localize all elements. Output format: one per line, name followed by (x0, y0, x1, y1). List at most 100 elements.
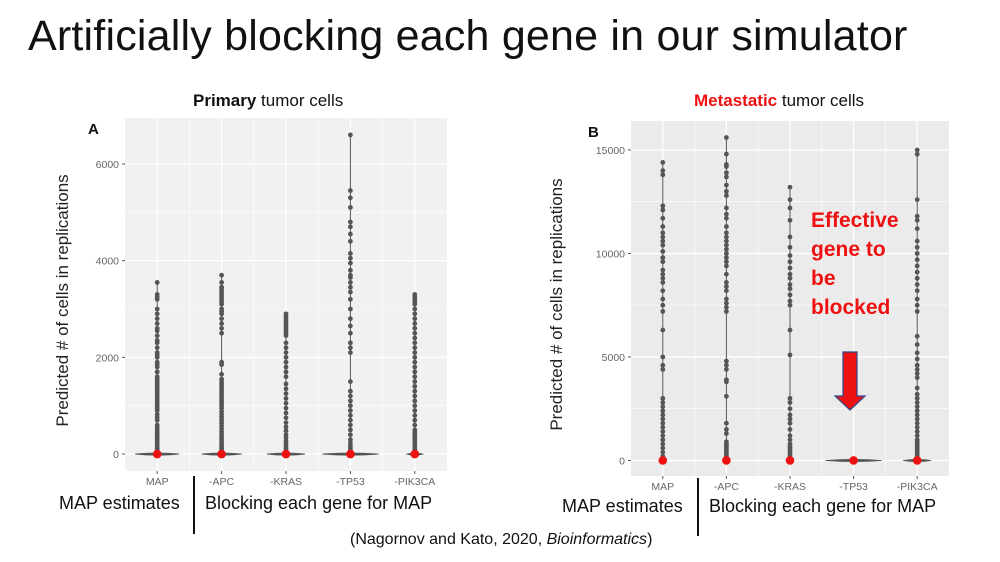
data-point (283, 350, 289, 355)
median-point (281, 449, 291, 459)
data-point (660, 215, 666, 221)
data-point (348, 306, 353, 312)
data-point (724, 304, 729, 310)
data-point (724, 170, 729, 176)
data-point (724, 377, 729, 383)
data-point (283, 424, 289, 430)
y-tick-label: 5000 (602, 352, 626, 364)
citation-journal: Bioinformatics (546, 531, 648, 548)
data-point (914, 263, 920, 269)
data-point (412, 412, 418, 418)
data-point (724, 309, 729, 314)
data-point (348, 267, 353, 273)
data-point (787, 205, 793, 211)
data-point (154, 280, 160, 285)
data-point (914, 282, 920, 287)
data-point (219, 280, 225, 285)
median-point (849, 456, 858, 465)
series-pik3ca (903, 147, 932, 465)
data-point (914, 433, 920, 439)
data-point (914, 412, 920, 418)
data-point (724, 215, 729, 221)
data-point (412, 427, 418, 433)
data-point (660, 230, 666, 236)
data-point (660, 242, 666, 248)
data-point (348, 437, 353, 442)
data-point (787, 217, 793, 223)
data-point (724, 366, 729, 372)
y-tick-label: 4000 (96, 256, 120, 268)
data-point (724, 251, 729, 256)
data-point (660, 234, 666, 240)
panel-b-divider (697, 478, 699, 536)
series-tp53 (322, 132, 379, 459)
panel-b-blocking-label: Blocking each gene for MAP (709, 496, 937, 516)
median-point (658, 456, 668, 465)
effective-gene-annotation: Effective gene to be blocked (811, 206, 899, 322)
data-point (283, 410, 289, 416)
data-point (154, 345, 160, 351)
data-point (348, 219, 353, 225)
data-point (660, 309, 666, 314)
data-point (914, 342, 920, 347)
median-point (785, 456, 795, 465)
data-point (724, 288, 729, 294)
data-point (724, 300, 729, 306)
data-point (219, 359, 225, 365)
panel-b-title-rest: tumor cells (777, 91, 865, 110)
x-tick-label: MAP (651, 481, 674, 493)
data-point (660, 203, 666, 209)
data-point (660, 412, 666, 418)
data-point (412, 345, 418, 351)
data-point (154, 316, 160, 322)
data-point (787, 265, 793, 271)
y-tick-label: 0 (619, 455, 625, 467)
data-point (348, 393, 353, 399)
data-point (724, 271, 729, 277)
data-point (914, 226, 920, 232)
data-point (412, 388, 418, 394)
data-point (660, 354, 666, 360)
panel-a-title-rest: tumor cells (256, 91, 344, 110)
data-point (348, 132, 353, 138)
data-point (412, 316, 418, 322)
data-point (660, 172, 666, 178)
data-point (787, 298, 793, 304)
x-tick-label: -PIK3CA (897, 481, 938, 493)
panel-a-title-bold: Primary (193, 91, 257, 110)
data-point (348, 289, 353, 295)
data-point (787, 197, 793, 203)
data-point (219, 306, 225, 312)
data-point (724, 224, 729, 229)
data-point (412, 306, 418, 312)
data-point (914, 251, 920, 256)
data-point (787, 292, 793, 298)
data-point (787, 420, 793, 426)
data-point (914, 437, 920, 443)
series-apc (201, 272, 242, 459)
data-point (914, 356, 920, 362)
data-point (348, 398, 353, 404)
data-point (412, 403, 418, 409)
data-point (914, 385, 920, 391)
data-point (348, 188, 353, 193)
data-point (219, 376, 225, 382)
data-point (787, 275, 793, 281)
data-point (348, 238, 353, 244)
data-point (348, 323, 353, 329)
data-point (412, 330, 418, 336)
data-point (348, 205, 353, 210)
data-point (283, 428, 289, 434)
data-point (787, 441, 793, 447)
median-point (410, 449, 420, 459)
data-point (724, 280, 729, 285)
data-point (724, 393, 729, 399)
data-point (914, 333, 920, 339)
data-point (283, 354, 289, 360)
data-point (914, 395, 920, 401)
data-point (914, 269, 920, 275)
data-point (348, 440, 353, 446)
data-point (348, 296, 353, 302)
data-point (724, 427, 729, 432)
citation-prefix: (Nagornov and Kato, 2020, (350, 531, 547, 548)
